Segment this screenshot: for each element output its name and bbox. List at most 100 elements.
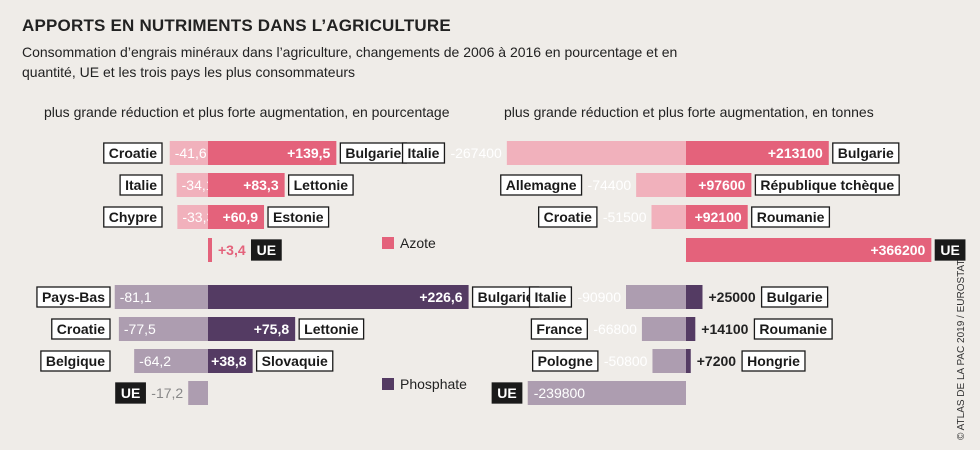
bar-eu (208, 238, 212, 262)
country-label-eu: UE (940, 242, 959, 258)
value-label-decrease: -51500 (603, 209, 647, 225)
bar-increase-bulgarie (686, 285, 703, 309)
legend-label-phosphate: Phosphate (400, 376, 467, 392)
country-label-république tchèque: République tchèque (760, 177, 894, 193)
value-label-increase: +97600 (698, 177, 745, 193)
value-label-increase: +92100 (695, 209, 742, 225)
bar-decrease-pologne (652, 349, 686, 373)
bar-increase-hongrie (686, 349, 691, 373)
country-label-chypre: Chypre (109, 209, 157, 225)
chart-title: APPORTS EN NUTRIMENTS DANS L’AGRICULTURE (22, 16, 451, 35)
section-title-tonnes: plus grande réduction et plus forte augm… (504, 104, 874, 120)
value-label-increase: +25000 (709, 289, 756, 305)
country-label-italie-box (401, 142, 446, 164)
bar-increase-bulgarie (208, 141, 337, 165)
bar-decrease-croatie (651, 205, 686, 229)
bar-increase-bulgarie (686, 141, 829, 165)
country-label-bulgarie: Bulgarie (838, 145, 894, 161)
value-label-decrease: -34,1 (182, 177, 214, 193)
country-label-croatie-box (538, 206, 598, 228)
value-label-increase: +14100 (701, 321, 748, 337)
country-label-italie: Italie (535, 289, 567, 305)
value-label-eu: +3,4 (218, 242, 246, 258)
country-label-eu: UE (257, 242, 276, 258)
country-label-bulgarie-box (760, 286, 829, 308)
value-label-eu: +366200 (870, 242, 925, 258)
value-label-eu: -17,2 (151, 385, 183, 401)
country-label-slovaquie: Slovaquie (262, 353, 328, 369)
country-label-allemagne: Allemagne (506, 177, 577, 193)
country-label-eu-box (491, 382, 523, 404)
value-label-increase: +139,5 (287, 145, 330, 161)
value-label-eu: -239800 (534, 385, 586, 401)
country-label-italie: Italie (408, 145, 440, 161)
value-label-increase: +83,3 (243, 177, 279, 193)
country-label-croatie: Croatie (109, 145, 157, 161)
country-label-bulgarie: Bulgarie (767, 289, 823, 305)
value-label-increase: +60,9 (223, 209, 259, 225)
country-label-croatie: Croatie (544, 209, 592, 225)
country-label-lettonie: Lettonie (294, 177, 349, 193)
value-label-decrease: -267400 (450, 145, 502, 161)
country-label-croatie: Croatie (57, 321, 105, 337)
legend-swatch-azote (382, 237, 394, 249)
country-label-croatie-box (103, 142, 163, 164)
bar-decrease-allemagne (636, 173, 686, 197)
value-label-decrease: -64,2 (139, 353, 171, 369)
bar-eu (686, 238, 932, 262)
country-label-hongrie: Hongrie (747, 353, 800, 369)
legend-swatch-phosphate (382, 378, 394, 390)
bar-increase-lettonie (208, 173, 285, 197)
bar-decrease-italie (176, 173, 208, 197)
value-label-decrease: -81,1 (120, 289, 152, 305)
chart-subtitle: Consommation d’engrais minéraux dans l’a… (22, 44, 678, 80)
bar-decrease-croatie (169, 141, 208, 165)
bar-increase-roumanie (686, 317, 696, 341)
country-label-estonie-box (267, 206, 330, 228)
bar-increase-bulgarie (208, 285, 469, 309)
country-label-hongrie-box (741, 350, 806, 372)
country-label-slovaquie-box (255, 350, 334, 372)
value-label-decrease: -74400 (588, 177, 632, 193)
bar-decrease-chypre (177, 205, 208, 229)
value-label-increase: +75,8 (254, 321, 290, 337)
country-label-bulgarie-box (832, 142, 900, 164)
country-label-croatie-box (51, 318, 111, 340)
country-label-pologne: Pologne (538, 353, 593, 369)
bar-decrease-italie (626, 285, 686, 309)
country-label-france-box (530, 318, 588, 340)
country-label-roumanie: Roumanie (759, 321, 827, 337)
bar-eu (188, 381, 208, 405)
country-label-pays-bas-box (36, 286, 111, 308)
country-label-estonie: Estonie (273, 209, 324, 225)
country-label-bulgarie: Bulgarie (345, 145, 401, 161)
bar-increase-lettonie (208, 317, 296, 341)
country-label-italie-box (119, 174, 163, 196)
bar-decrease-croatie (118, 317, 208, 341)
value-label-increase: +38,8 (211, 353, 247, 369)
country-label-belgique: Belgique (46, 353, 105, 369)
country-label-eu: UE (121, 385, 140, 401)
country-label-italie-box (528, 286, 573, 308)
country-label-allemagne-box (500, 174, 583, 196)
country-label-eu-box (250, 239, 282, 261)
value-label-decrease: -50800 (604, 353, 648, 369)
bar-increase-roumanie (686, 205, 748, 229)
country-label-lettonie-box (298, 318, 365, 340)
value-label-decrease: -90900 (577, 289, 621, 305)
value-label-increase: +226,6 (419, 289, 462, 305)
bar-decrease-france (641, 317, 686, 341)
bar-decrease-italie (506, 141, 686, 165)
country-label-bulgarie: Bulgarie (478, 289, 534, 305)
bar-increase-slovaquie (208, 349, 253, 373)
country-label-roumanie: Roumanie (757, 209, 825, 225)
bar-increase-république tchèque (686, 173, 752, 197)
section-title-percent: plus grande réduction et plus forte augm… (44, 104, 450, 120)
bar-eu (527, 381, 686, 405)
value-label-decrease: -77,5 (124, 321, 156, 337)
country-label-pays-bas: Pays-Bas (42, 289, 105, 305)
value-label-increase: +213100 (768, 145, 823, 161)
country-label-lettonie-box (287, 174, 354, 196)
bar-decrease-belgique (134, 349, 208, 373)
